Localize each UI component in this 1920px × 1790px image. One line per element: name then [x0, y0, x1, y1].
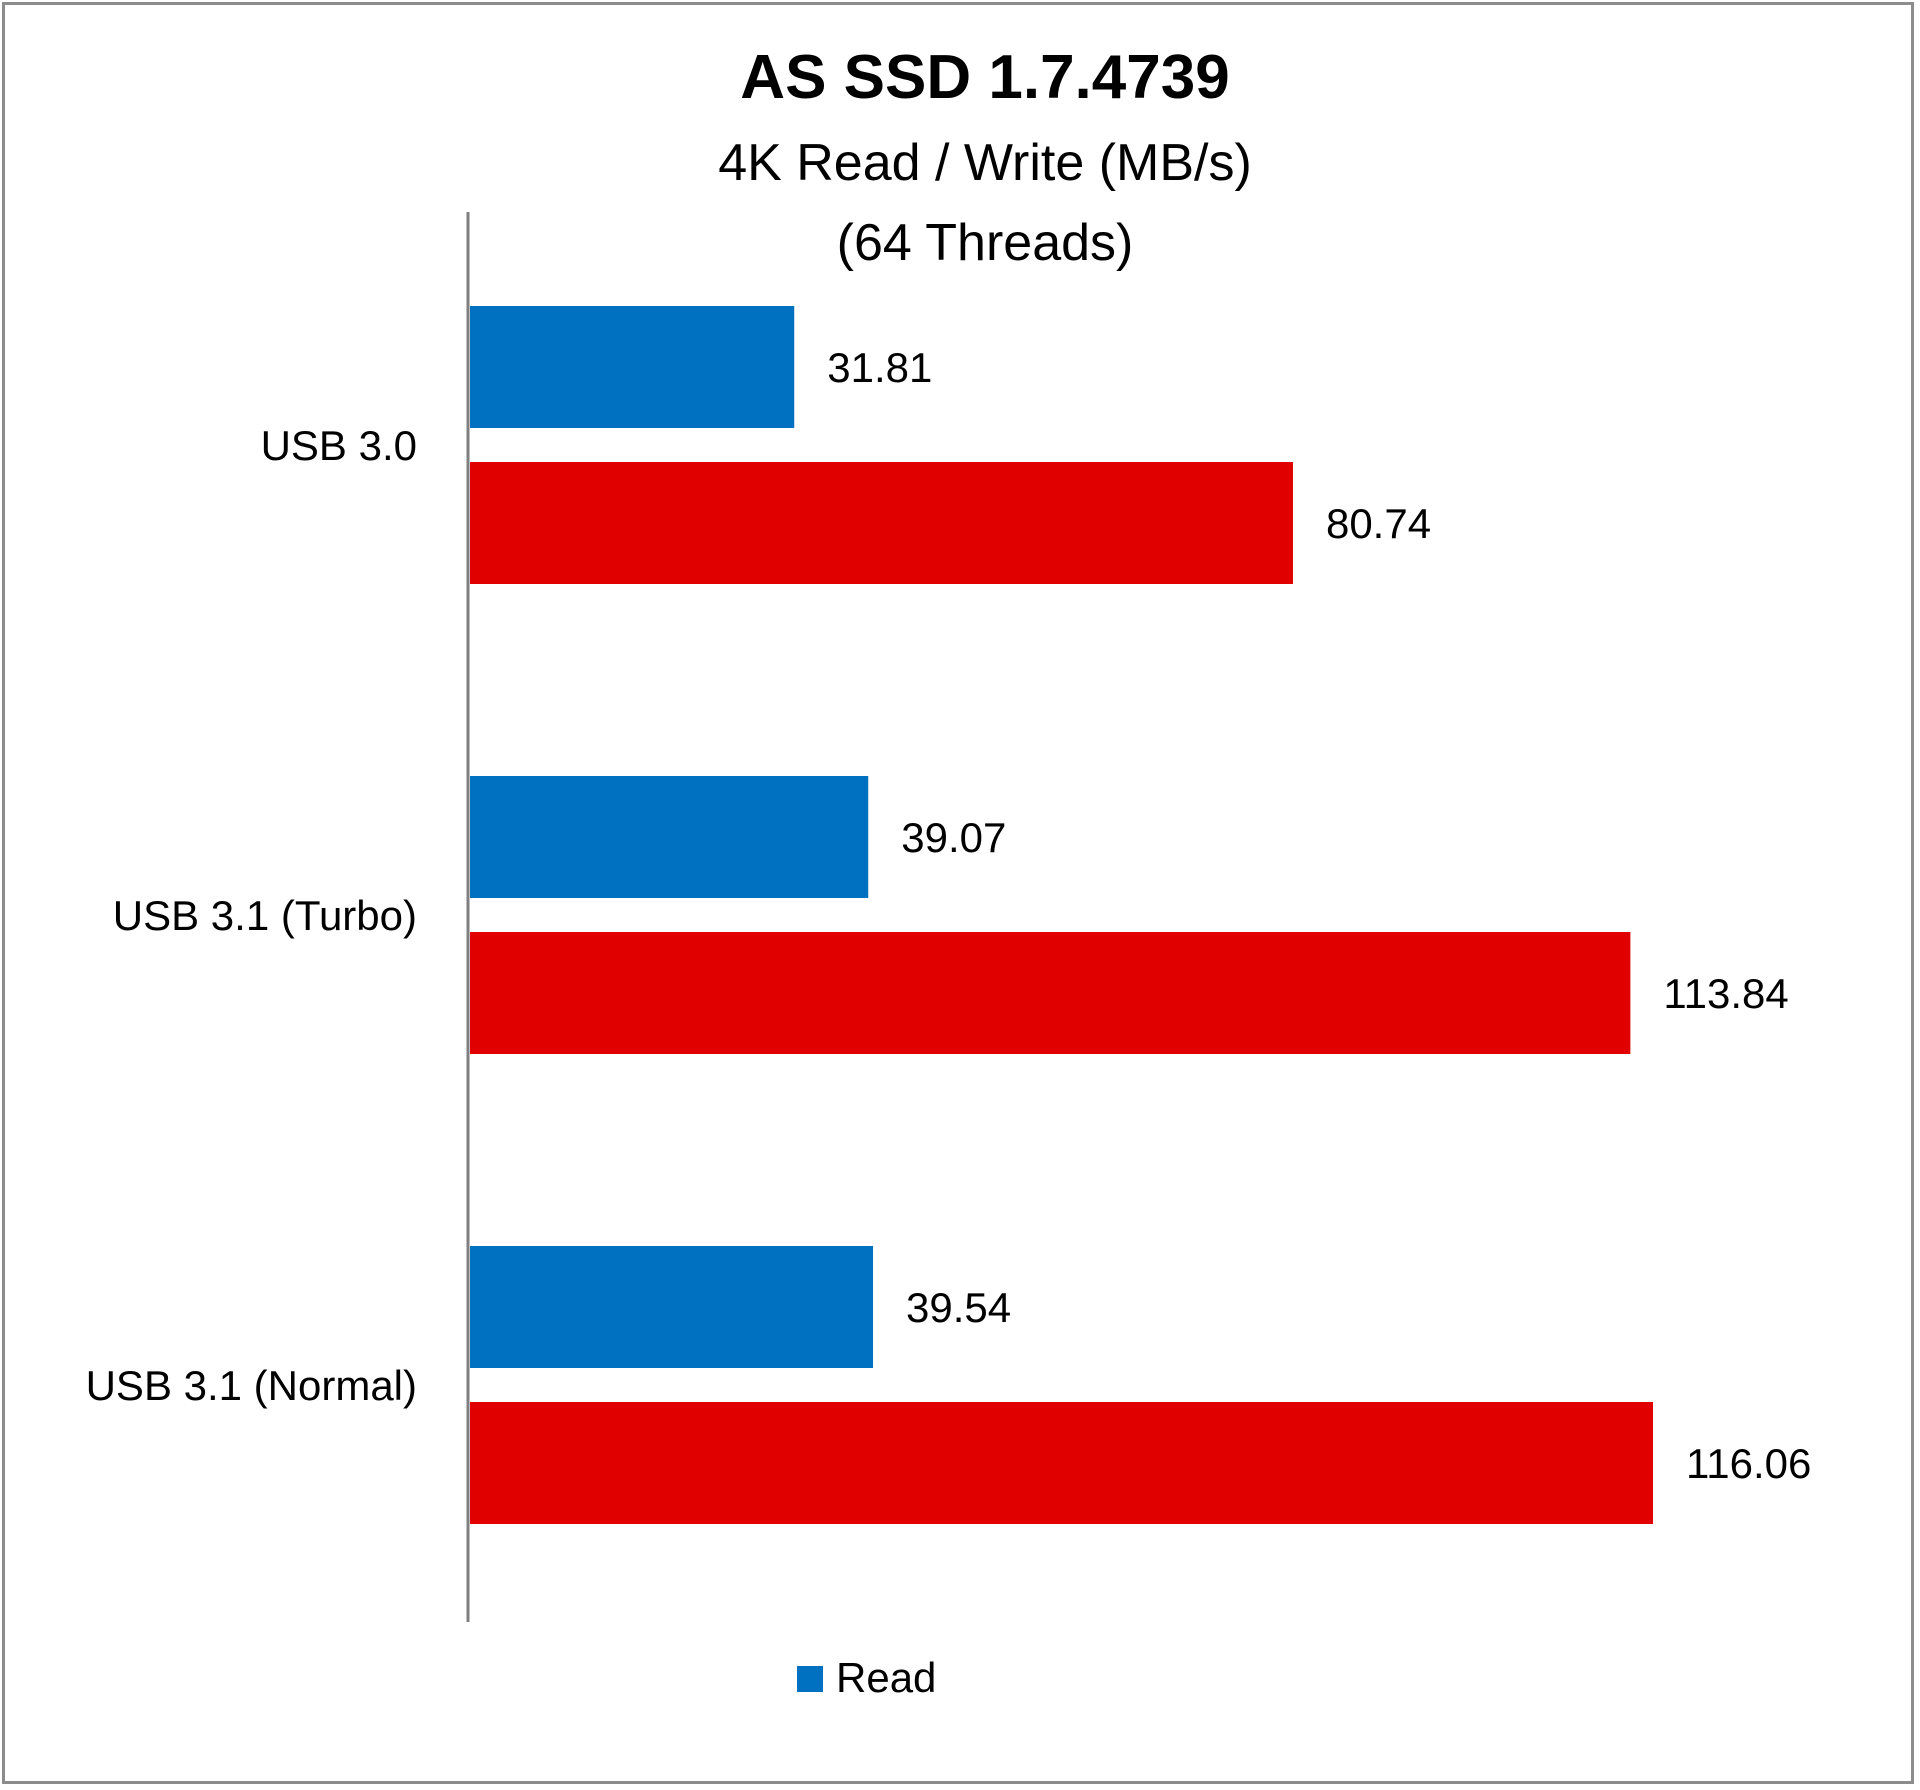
chart-title: AS SSD 1.7.4739: [740, 43, 1229, 112]
chart-subtitle-line-1: 4K Read / Write (MB/s): [718, 134, 1252, 192]
bars-layer: USB 3.0 31.81 80.74 USB 3.1 (Turbo) 39.07 113…: [86, 306, 1811, 1524]
data-label: 31.81: [827, 344, 932, 391]
legend-label-read: Read: [836, 1654, 936, 1701]
bar-write: [470, 932, 1631, 1054]
category-label: USB 3.1 (Normal): [86, 1362, 417, 1409]
bar-write: [470, 462, 1293, 584]
data-label: 113.84: [1663, 970, 1788, 1017]
category-label: USB 3.0: [261, 422, 417, 469]
data-label: 39.54: [906, 1284, 1011, 1331]
chart-subtitle-line-2: (64 Threads): [837, 214, 1134, 272]
data-label: 80.74: [1326, 500, 1431, 547]
data-label: 116.06: [1686, 1440, 1811, 1487]
category-label: USB 3.1 (Turbo): [113, 892, 417, 939]
legend-swatch-read: [797, 1666, 823, 1692]
legend: Read: [797, 1654, 936, 1701]
data-label: 39.07: [901, 814, 1006, 861]
bar-write: [470, 1402, 1653, 1524]
bar-read: [470, 1246, 874, 1368]
bar-read: [470, 776, 869, 898]
bar-read: [470, 306, 795, 428]
